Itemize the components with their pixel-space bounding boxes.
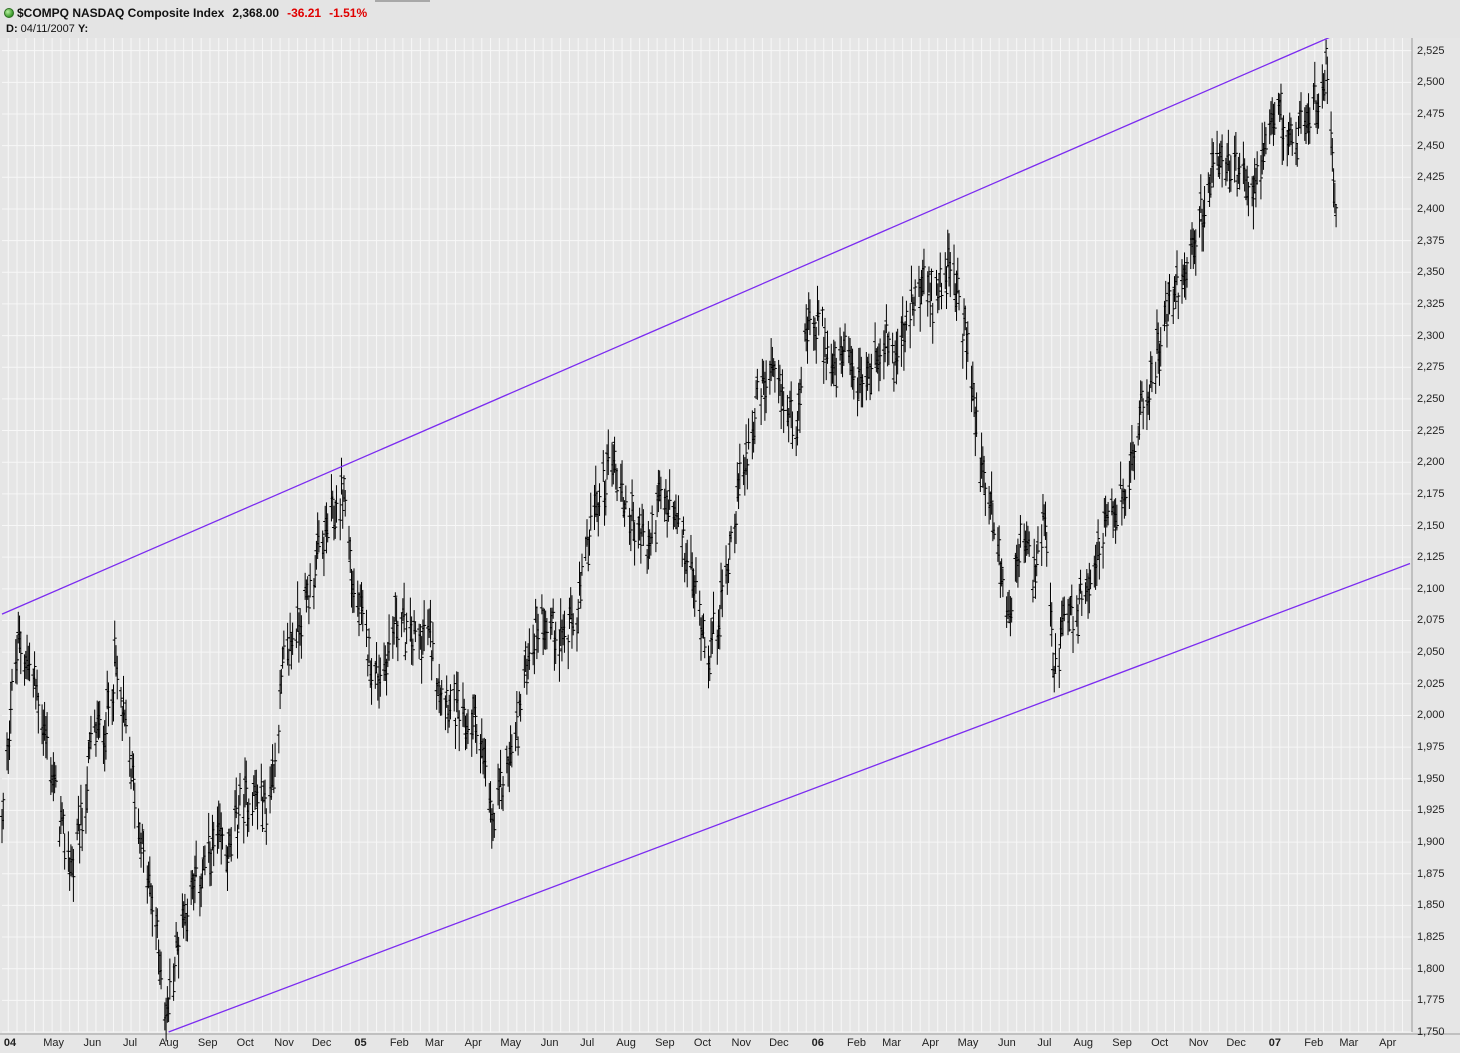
- y-tick-label: 2,200: [1417, 456, 1445, 469]
- header-tab-marker[interactable]: [375, 0, 430, 2]
- cursor-readout: D: 04/11/2007 Y:: [6, 23, 88, 35]
- x-tick-label: May: [500, 1037, 522, 1049]
- y-tick-label: 1,950: [1417, 772, 1445, 785]
- y-tick-label: 2,425: [1417, 171, 1445, 184]
- x-tick-label: Dec: [1226, 1037, 1246, 1049]
- x-tick-label: Jul: [1037, 1037, 1052, 1049]
- x-tick-label: Aug: [1073, 1037, 1094, 1049]
- y-tick-label: 1,850: [1417, 899, 1445, 912]
- x-tick-label: Apr: [464, 1037, 482, 1049]
- x-tick-label: Feb: [389, 1037, 409, 1049]
- y-tick-label: 1,800: [1417, 962, 1445, 975]
- y-tick-label: 2,525: [1417, 44, 1445, 57]
- x-tick-label: Aug: [616, 1037, 636, 1049]
- x-tick-label: Feb: [847, 1037, 867, 1049]
- x-tick-label: Nov: [731, 1037, 752, 1049]
- y-tick-label: 2,000: [1417, 709, 1445, 722]
- x-tick-label: Sep: [1112, 1037, 1132, 1049]
- x-tick-label: Jun: [540, 1037, 559, 1049]
- symbol-title: $COMPQ NASDAQ Composite Index: [17, 6, 225, 20]
- title-line: $COMPQ NASDAQ Composite Index 2,368.00 -…: [4, 5, 367, 21]
- y-tick-label: 2,125: [1417, 551, 1445, 564]
- x-tick-label: 04: [3, 1037, 17, 1049]
- y-tick-label: 2,225: [1417, 424, 1445, 437]
- y-tick-label: 2,450: [1417, 139, 1445, 152]
- x-tick-label: Jul: [580, 1037, 595, 1049]
- y-tick-label: 1,875: [1417, 867, 1445, 880]
- y-tick-label: 1,775: [1417, 994, 1445, 1007]
- x-tick-label: 05: [354, 1037, 367, 1049]
- y-tick-label: 1,975: [1417, 741, 1445, 754]
- y-tick-label: 1,900: [1417, 836, 1445, 849]
- y-tick-label: 2,325: [1417, 297, 1445, 310]
- x-tick-label: Sep: [197, 1037, 218, 1049]
- x-tick-label: Sep: [655, 1037, 675, 1049]
- status-dot-icon: [4, 8, 14, 18]
- x-tick-label: Nov: [1188, 1037, 1209, 1049]
- y-tick-label: 2,475: [1417, 107, 1445, 120]
- y-tick-label: 2,025: [1417, 677, 1445, 690]
- y-tick-label: 2,175: [1417, 487, 1445, 500]
- y-label: Y:: [77, 23, 89, 35]
- x-tick-label: 06: [811, 1037, 824, 1049]
- price-change: -36.21: [287, 6, 322, 20]
- y-tick-label: 1,925: [1417, 804, 1445, 817]
- x-tick-label: May: [957, 1037, 979, 1049]
- y-tick-label: 2,250: [1417, 392, 1445, 405]
- y-tick-label: 2,300: [1417, 329, 1445, 342]
- date-label: D:: [6, 23, 18, 35]
- chart-header: $COMPQ NASDAQ Composite Index 2,368.00 -…: [0, 0, 1460, 39]
- x-tick-label: Jun: [83, 1037, 102, 1049]
- y-tick-label: 2,500: [1417, 76, 1445, 89]
- x-tick-label: Mar: [882, 1037, 902, 1049]
- y-tick-label: 2,400: [1417, 202, 1445, 215]
- price-chart[interactable]: [0, 38, 1460, 1053]
- price-change-percent: -1.51%: [329, 6, 368, 20]
- lower-trendline: [168, 562, 1411, 1033]
- y-tick-label: 2,275: [1417, 361, 1445, 374]
- x-tick-label: Jun: [997, 1037, 1016, 1049]
- x-tick-label: Oct: [1151, 1037, 1169, 1049]
- x-tick-label: May: [43, 1037, 64, 1049]
- y-tick-label: 2,350: [1417, 266, 1445, 279]
- y-tick-label: 1,825: [1417, 931, 1445, 944]
- y-tick-label: 2,050: [1417, 646, 1445, 659]
- x-tick-label: Oct: [236, 1037, 254, 1049]
- x-tick-label: Mar: [1339, 1037, 1359, 1049]
- y-tick-label: 2,075: [1417, 614, 1445, 627]
- x-tick-label: Jul: [122, 1037, 138, 1049]
- x-tick-label: Feb: [1304, 1037, 1324, 1049]
- x-tick-label: Mar: [424, 1037, 444, 1049]
- x-tick-label: Apr: [921, 1037, 939, 1049]
- y-tick-label: 2,150: [1417, 519, 1445, 532]
- x-tick-label: 07: [1268, 1037, 1282, 1049]
- y-tick-label: 1,750: [1417, 1026, 1445, 1038]
- x-tick-label: Oct: [693, 1037, 712, 1049]
- y-tick-label: 2,100: [1417, 582, 1445, 595]
- upper-trendline: [1, 38, 1330, 615]
- x-tick-label: Aug: [159, 1037, 179, 1049]
- y-tick-label: 2,375: [1417, 234, 1445, 247]
- x-tick-label: Nov: [274, 1037, 294, 1049]
- x-tick-label: Dec: [311, 1037, 332, 1049]
- last-price: 2,368.00: [232, 6, 280, 20]
- x-tick-label: Apr: [1379, 1037, 1397, 1049]
- date-value: 04/11/2007: [20, 23, 75, 35]
- x-tick-label: Dec: [769, 1037, 789, 1049]
